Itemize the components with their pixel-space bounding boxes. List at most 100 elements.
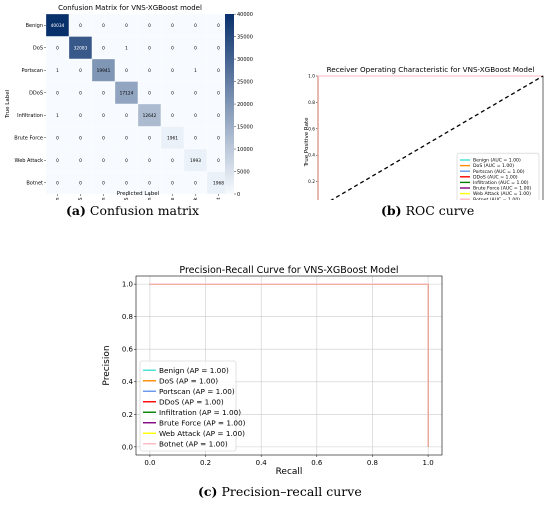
y-tick-label: 0.2 — [308, 179, 315, 185]
cm-colorbar-tick: 5000 — [237, 169, 250, 175]
x-tick-label: 0.2 — [200, 459, 211, 467]
cm-col-label: Botnet — [216, 197, 222, 200]
x-tick-label: 0.0 — [144, 459, 155, 467]
y-tick-label: 0.8 — [308, 100, 315, 106]
cm-row-label: Botnet — [26, 181, 43, 187]
cm-cell-value: 0 — [102, 113, 105, 119]
cm-cell-value: 0 — [56, 91, 59, 97]
cm-col-label: Brute Force — [170, 198, 176, 201]
cm-colorbar-tick: 10000 — [237, 147, 253, 153]
y-axis-label: Precision — [102, 345, 112, 385]
y-axis-label: True Positive Rate — [304, 117, 310, 168]
cm-cell-value: 0 — [171, 158, 174, 164]
cm-cell-value: 0 — [125, 23, 128, 29]
cm-cell-value: 0 — [148, 46, 151, 52]
chart-title: Receiver Operating Characteristic for VN… — [327, 65, 535, 74]
x-axis-label: Recall — [276, 467, 303, 477]
legend-entry: Infiltration (AP = 1.00) — [159, 408, 241, 417]
legend-entry: Web Attack (AUC = 1.00) — [473, 191, 531, 197]
cm-cell-value: 0 — [125, 158, 128, 164]
y-tick-label: 0.6 — [122, 346, 134, 354]
legend-entry: Infiltration (AUC = 1.00) — [473, 180, 529, 186]
cm-cell-value: 0 — [79, 181, 82, 187]
cm-cell-value: 0 — [217, 91, 220, 97]
cm-cell-value: 0 — [194, 136, 197, 142]
cm-row-label: Brute Force — [14, 136, 43, 142]
x-tick-label: 1.0 — [423, 459, 434, 467]
cm-cell-value: 0 — [217, 158, 220, 164]
y-tick-label: 0.4 — [308, 153, 315, 159]
legend-entry: Brute Force (AUC = 1.00) — [473, 186, 531, 192]
y-tick-label: 0.4 — [122, 378, 134, 386]
cm-cell-value: 0 — [194, 46, 197, 52]
cm-cell-value: 0 — [125, 68, 128, 74]
cm-colorbar-tick: 15000 — [237, 124, 253, 130]
legend-entry: Portscan (AP = 1.00) — [159, 387, 235, 396]
cm-cell-value: 1961 — [167, 136, 178, 142]
cm-cell-value: 0 — [125, 113, 128, 119]
cm-row-label: DDoS — [29, 91, 43, 97]
cm-cell-value: 0 — [148, 23, 151, 29]
cm-cell-value: 0 — [194, 181, 197, 187]
cm-cell-value: 0 — [102, 23, 105, 29]
cm-cell-value: 1993 — [190, 158, 201, 164]
cm-cell-value: 0 — [171, 46, 174, 52]
legend-entry: Benign (AUC = 1.00) — [473, 158, 521, 164]
caption-a: (a) Confusion matrix — [66, 203, 200, 218]
caption-c: (c) Precision–recall curve — [198, 484, 362, 499]
cm-colorbar-tick: 30000 — [237, 57, 253, 63]
cm-cell-value: 1 — [125, 46, 128, 52]
cm-cell-value: 0 — [102, 46, 105, 52]
cm-cell-value: 0 — [79, 23, 82, 29]
legend-entry: DoS (AP = 1.00) — [159, 376, 218, 385]
y-tick-label: 0.6 — [308, 126, 315, 132]
legend-entry: Web Attack (AP = 1.00) — [159, 429, 245, 438]
cm-cell-value: 0 — [56, 158, 59, 164]
cm-cell-value: 0 — [217, 68, 220, 74]
cm-colorbar-tick: 0 — [237, 192, 240, 198]
cm-cell-value: 0 — [56, 136, 59, 142]
x-tick-label: 0.8 — [367, 459, 378, 467]
cm-cell-value: 0 — [217, 113, 220, 119]
cm-colorbar-tick: 25000 — [237, 79, 253, 85]
legend-entry: Botnet (AUC = 1.00) — [473, 197, 520, 200]
cm-cell-value: 32083 — [74, 46, 88, 52]
cm-cell-value: 0 — [56, 46, 59, 52]
cm-cell-value: 1 — [194, 68, 197, 74]
plot-frame — [135, 275, 443, 456]
cm-cell-value: 0 — [217, 136, 220, 142]
cm-ylabel: True Label — [5, 89, 11, 119]
cm-cell-value: 0 — [102, 136, 105, 142]
y-tick-label: 0.2 — [122, 411, 133, 419]
cm-cell-value: 0 — [171, 68, 174, 74]
series-line — [149, 283, 429, 447]
cm-row-label: Infiltration — [17, 113, 43, 119]
x-tick-label: 0.4 — [256, 459, 268, 467]
cm-colorbar-tick: 40000 — [237, 12, 253, 18]
legend-entry: DDoS (AP = 1.00) — [159, 397, 224, 406]
legend-entry: Portscan (AUC = 1.00) — [473, 169, 525, 175]
cm-row-label: DoS — [33, 46, 43, 52]
y-tick-label: 1.0 — [122, 281, 133, 289]
cm-cell-value: 0 — [148, 68, 151, 74]
legend-entry: Benign (AP = 1.00) — [159, 366, 229, 375]
cm-cell-value: 0 — [171, 91, 174, 97]
legend-box — [456, 152, 540, 200]
cm-cell-value: 0 — [102, 181, 105, 187]
cm-colorbar — [225, 14, 234, 194]
y-tick-label: 0.0 — [122, 443, 133, 451]
legend-entry: Brute Force (AP = 1.00) — [159, 418, 246, 427]
cm-cell-value: 1 — [56, 68, 59, 74]
cm-col-label: Infiltration — [147, 198, 153, 201]
precision-recall-chart: Precision-Recall Curve for VNS-XGBoost M… — [102, 265, 443, 477]
legend-entry: DDoS (AUC = 1.00) — [473, 174, 518, 180]
cm-cell-value: 0 — [148, 181, 151, 187]
cm-cell-value: 0 — [125, 181, 128, 187]
legend-box — [139, 360, 237, 452]
cm-cell-value: 0 — [194, 91, 197, 97]
cm-colorbar-tick: 35000 — [237, 34, 253, 40]
legend-entry: Botnet (AP = 1.00) — [159, 439, 228, 448]
legend-entry: DoS (AUC = 1.00) — [473, 163, 514, 169]
cm-colorbar-tick: 20000 — [237, 102, 253, 108]
y-tick-label: 0.8 — [122, 313, 133, 321]
